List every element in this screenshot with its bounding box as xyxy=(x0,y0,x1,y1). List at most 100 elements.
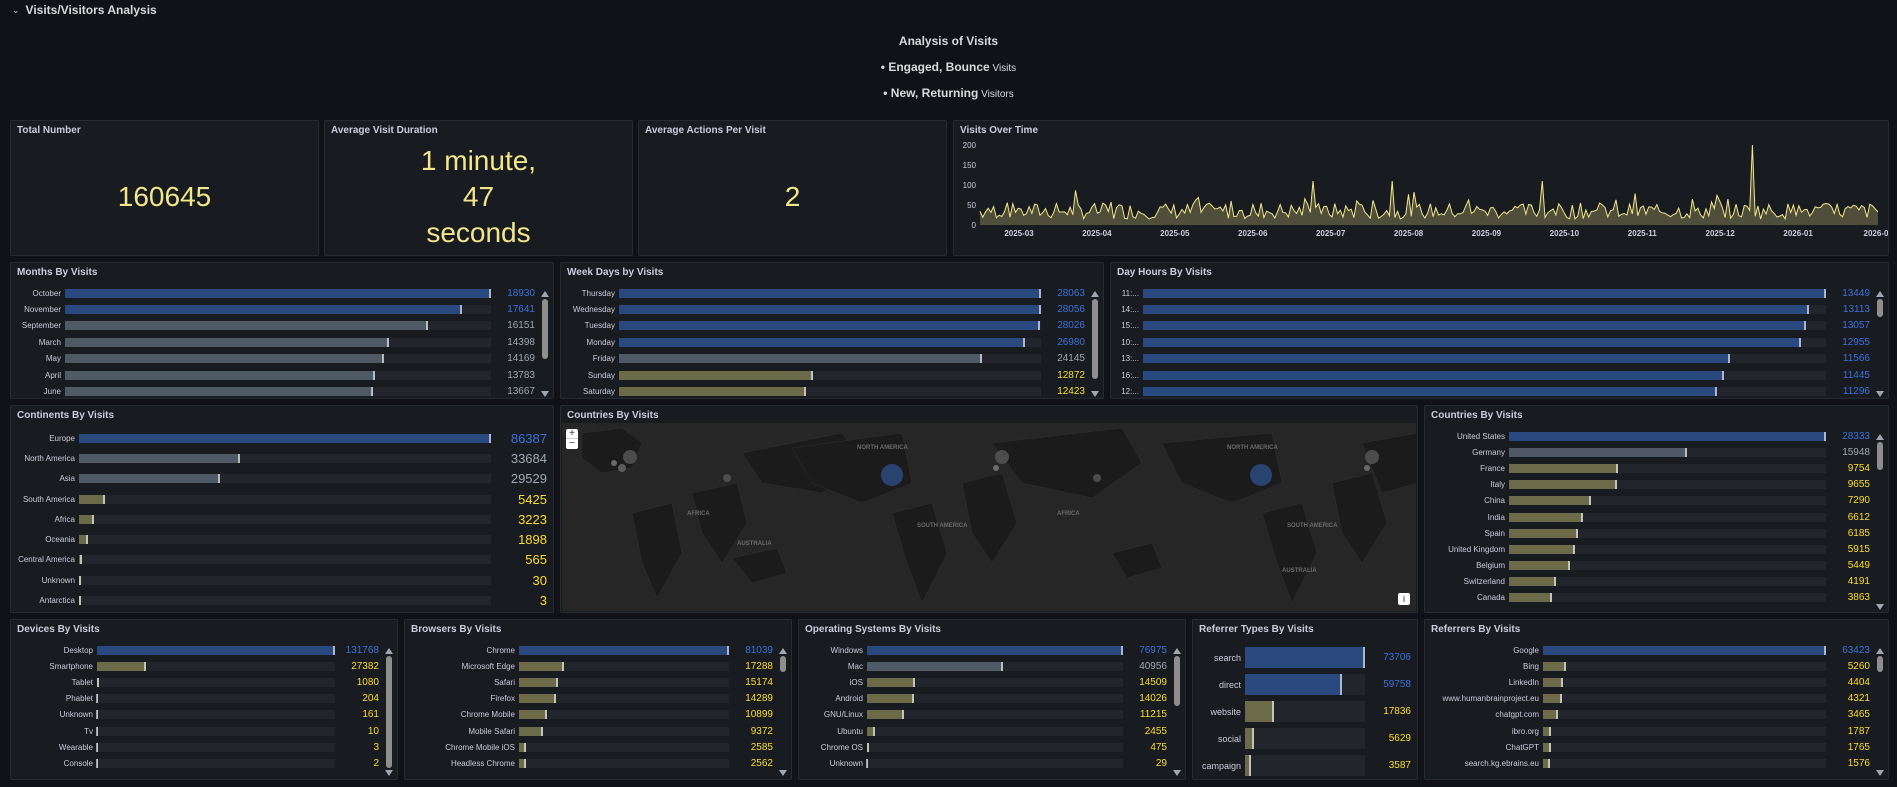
scroll-down-icon[interactable] xyxy=(1876,604,1884,610)
bar-row[interactable]: Germany 15948 xyxy=(1429,444,1870,460)
scrollbar[interactable] xyxy=(1876,434,1884,610)
bar-row[interactable]: search.kg.ebrains.eu 1576 xyxy=(1429,755,1870,771)
bar-row[interactable]: Saturday 12423 xyxy=(565,383,1085,398)
scroll-down-icon[interactable] xyxy=(1091,391,1099,397)
bar-row[interactable]: Ubuntu 2455 xyxy=(803,723,1167,739)
bar-row[interactable]: North America 33684 xyxy=(15,448,547,468)
bar-row[interactable]: chatgpt.com 3465 xyxy=(1429,707,1870,723)
scroll-thumb[interactable] xyxy=(1092,299,1098,379)
map-info-button[interactable]: i xyxy=(1398,593,1410,605)
bar-row[interactable]: Central America 565 xyxy=(15,550,547,570)
country-bubble[interactable] xyxy=(611,460,617,466)
scroll-up-icon[interactable] xyxy=(385,648,393,654)
bar-row[interactable]: Headless Chrome 2562 xyxy=(409,755,773,771)
country-bubble[interactable] xyxy=(995,450,1009,464)
bar-row[interactable]: Belgium 5449 xyxy=(1429,558,1870,574)
world-map-canvas[interactable] xyxy=(562,423,1416,611)
bar-row[interactable]: September 16151 xyxy=(15,318,535,334)
scroll-down-icon[interactable] xyxy=(1876,770,1884,776)
scroll-thumb[interactable] xyxy=(1877,656,1883,672)
scroll-thumb[interactable] xyxy=(780,656,786,672)
bar-row[interactable]: Unknown 29 xyxy=(803,755,1167,771)
referrer-type-row[interactable]: website 17836 xyxy=(1197,698,1411,725)
scroll-thumb[interactable] xyxy=(1877,442,1883,470)
referrer-type-row[interactable]: social 5629 xyxy=(1197,725,1411,752)
bar-row[interactable]: Google 63423 xyxy=(1429,642,1870,658)
bar-row[interactable]: Phablet 204 xyxy=(15,691,379,707)
scrollbar[interactable] xyxy=(541,291,549,397)
bar-row[interactable]: Chrome Mobile 10899 xyxy=(409,707,773,723)
bar-row[interactable]: 15:... 13057 xyxy=(1115,318,1870,334)
referrer-type-row[interactable]: direct 59758 xyxy=(1197,671,1411,698)
bar-row[interactable]: Tuesday 28026 xyxy=(565,318,1085,334)
bar-row[interactable]: ChatGPT 1765 xyxy=(1429,739,1870,755)
bar-row[interactable]: Windows 76975 xyxy=(803,642,1167,658)
bar-row[interactable]: May 14169 xyxy=(15,351,535,367)
world-map[interactable]: NORTH AMERICA SOUTH AMERICA AFRICA AUSTR… xyxy=(562,423,1416,611)
bar-row[interactable]: Smartphone 27382 xyxy=(15,658,379,674)
country-bubble[interactable] xyxy=(1250,464,1272,486)
bar-row[interactable]: 16:... 11445 xyxy=(1115,367,1870,383)
scroll-down-icon[interactable] xyxy=(1876,391,1884,397)
bar-row[interactable]: Mobile Safari 9372 xyxy=(409,723,773,739)
bar-row[interactable]: Wearable 3 xyxy=(15,739,379,755)
country-bubble[interactable] xyxy=(993,465,999,471)
bar-row[interactable]: June 13667 xyxy=(15,383,535,398)
bar-row[interactable]: Microsoft Edge 17288 xyxy=(409,658,773,674)
bar-row[interactable]: November 17641 xyxy=(15,301,535,317)
bar-row[interactable]: Unknown 30 xyxy=(15,570,547,590)
bar-row[interactable]: Safari 15174 xyxy=(409,674,773,690)
country-bubble[interactable] xyxy=(723,474,731,482)
scroll-thumb[interactable] xyxy=(542,299,548,359)
country-bubble[interactable] xyxy=(1365,450,1379,464)
bar-row[interactable]: 11:... 13449 xyxy=(1115,285,1870,301)
scroll-up-icon[interactable] xyxy=(541,291,549,297)
scroll-up-icon[interactable] xyxy=(779,648,787,654)
scrollbar[interactable] xyxy=(1876,291,1884,397)
scroll-up-icon[interactable] xyxy=(1876,434,1884,440)
bar-row[interactable]: Android 14026 xyxy=(803,691,1167,707)
country-bubble[interactable] xyxy=(881,464,903,486)
bar-row[interactable]: Africa 3223 xyxy=(15,509,547,529)
scroll-down-icon[interactable] xyxy=(1173,770,1181,776)
bar-row[interactable]: France 9754 xyxy=(1429,460,1870,476)
scroll-up-icon[interactable] xyxy=(1091,291,1099,297)
bar-row[interactable]: Antarctica 3 xyxy=(15,590,547,610)
bar-row[interactable]: Mac 40956 xyxy=(803,658,1167,674)
bar-row[interactable]: 14:... 13113 xyxy=(1115,301,1870,317)
scrollbar[interactable] xyxy=(779,648,787,776)
visits-over-time-chart[interactable]: 200 150 100 50 0 2025-03 2025-04 2025-05 2025-06… xyxy=(954,139,1888,255)
bar-row[interactable]: Italy 9655 xyxy=(1429,477,1870,493)
bar-row[interactable]: Friday 24145 xyxy=(565,351,1085,367)
scroll-thumb[interactable] xyxy=(1877,299,1883,317)
bar-row[interactable]: South America 5425 xyxy=(15,489,547,509)
referrer-type-row[interactable]: search 73706 xyxy=(1197,644,1411,671)
bar-row[interactable]: GNU/Linux 11215 xyxy=(803,707,1167,723)
country-bubble[interactable] xyxy=(1364,465,1370,471)
bar-row[interactable]: iOS 14509 xyxy=(803,674,1167,690)
bar-row[interactable]: Canada 3863 xyxy=(1429,590,1870,606)
scroll-thumb[interactable] xyxy=(386,656,392,768)
scrollbar[interactable] xyxy=(1091,291,1099,397)
country-bubble[interactable] xyxy=(1093,474,1101,482)
scroll-up-icon[interactable] xyxy=(1876,291,1884,297)
bar-row[interactable]: Chrome 81039 xyxy=(409,642,773,658)
bar-row[interactable]: 10:... 12955 xyxy=(1115,334,1870,350)
bar-row[interactable]: Tv 10 xyxy=(15,723,379,739)
bar-row[interactable]: Spain 6185 xyxy=(1429,525,1870,541)
bar-row[interactable]: 13:... 11566 xyxy=(1115,351,1870,367)
bar-row[interactable]: www.humanbrainproject.eu 4321 xyxy=(1429,691,1871,707)
scroll-up-icon[interactable] xyxy=(1173,648,1181,654)
bar-row[interactable]: Monday 26980 xyxy=(565,334,1085,350)
bar-row[interactable]: October 18930 xyxy=(15,285,535,301)
scroll-down-icon[interactable] xyxy=(541,391,549,397)
bar-row[interactable]: Console 2 xyxy=(15,755,379,771)
scroll-up-icon[interactable] xyxy=(1876,648,1884,654)
bar-row[interactable]: 12:... 11296 xyxy=(1115,383,1870,398)
zoom-out-button[interactable]: − xyxy=(569,438,575,449)
bar-row[interactable]: Firefox 14289 xyxy=(409,691,773,707)
bar-row[interactable]: India 6612 xyxy=(1429,509,1870,525)
zoom-in-button[interactable]: + xyxy=(566,429,578,439)
bar-row[interactable]: April 13783 xyxy=(15,367,535,383)
bar-row[interactable]: Asia 29529 xyxy=(15,469,547,489)
